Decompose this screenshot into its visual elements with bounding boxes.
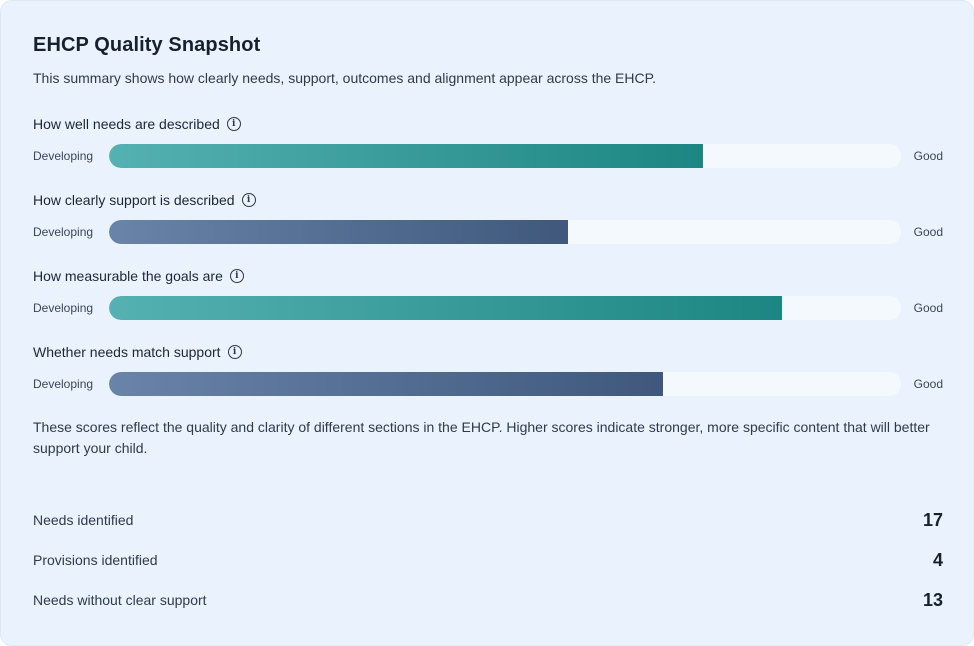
info-icon[interactable]: i <box>226 117 241 131</box>
progress-track <box>109 296 901 320</box>
progress-fill <box>109 220 569 244</box>
metric-label: Whether needs match support <box>33 344 221 360</box>
scale-high-label: Good <box>913 225 943 239</box>
metric-label: How measurable the goals are <box>33 268 223 284</box>
metric-needs-match-support: Whether needs match support i Developing… <box>33 342 945 402</box>
progress-track <box>109 372 901 396</box>
stat-provisions-identified: Provisions identified 4 <box>33 548 943 572</box>
scale-high-label: Good <box>913 301 943 315</box>
stat-label: Needs identified <box>33 512 134 528</box>
metric-needs-described: How well needs are described i Developin… <box>33 114 945 174</box>
scores-explanation: These scores reflect the quality and cla… <box>33 419 930 456</box>
progress-fill <box>109 372 664 396</box>
scale-high-label: Good <box>913 377 943 391</box>
stat-needs-identified: Needs identified 17 <box>33 508 943 532</box>
card-title: EHCP Quality Snapshot <box>33 34 261 56</box>
info-icon[interactable]: i <box>241 193 256 207</box>
stat-value: 13 <box>922 589 943 610</box>
progress-track <box>109 220 901 244</box>
info-icon[interactable]: i <box>229 269 244 283</box>
metric-support-described: How clearly support is described i Devel… <box>33 190 945 250</box>
card-subtitle: This summary shows how clearly needs, su… <box>33 70 657 86</box>
scale-low-label: Developing <box>33 301 94 315</box>
metric-label: How well needs are described <box>33 116 220 132</box>
progress-fill <box>109 296 783 320</box>
stat-value: 4 <box>932 549 943 570</box>
stat-label: Provisions identified <box>33 552 158 568</box>
metric-goals-measurable: How measurable the goals are i Developin… <box>33 266 945 326</box>
stat-needs-without-support: Needs without clear support 13 <box>33 588 943 612</box>
scale-low-label: Developing <box>33 149 94 163</box>
stat-label: Needs without clear support <box>33 592 207 608</box>
scale-low-label: Developing <box>33 377 94 391</box>
progress-track <box>109 144 901 168</box>
scale-low-label: Developing <box>33 225 94 239</box>
info-icon[interactable]: i <box>227 345 242 359</box>
progress-fill <box>109 144 703 168</box>
scale-high-label: Good <box>913 149 943 163</box>
metric-label: How clearly support is described <box>33 192 235 208</box>
stat-value: 17 <box>922 509 943 530</box>
